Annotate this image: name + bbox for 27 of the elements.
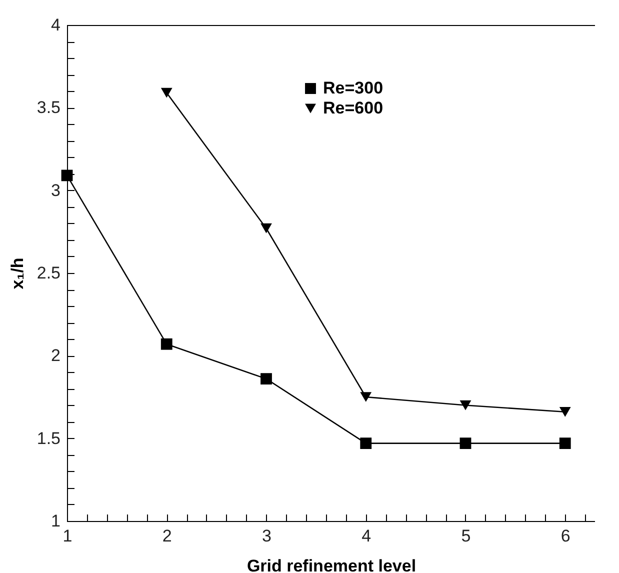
x-tick-label: 2 [162,526,172,546]
y-axis-title: x₁/h [8,258,27,290]
legend-label: Re=600 [323,98,384,118]
point [360,392,372,402]
x-tick-label: 6 [560,526,570,546]
x-axis-title: Grid refinement level [246,556,416,573]
x-tick-label: 4 [362,526,372,546]
point [460,400,472,410]
y-tick-label: 3 [51,180,60,200]
y-tick-label: 4 [51,16,60,34]
y-tick-label: 2 [51,346,60,366]
point [260,373,272,385]
point [160,338,172,350]
point [260,223,272,234]
y-tick-label: 1 [51,512,60,530]
y-tick-label: 1.5 [36,428,60,448]
point [559,438,571,449]
y-tick-label: 3.5 [36,98,60,118]
point [559,406,571,417]
legend-label: Re=300 [323,78,384,98]
x-tick-label: 1 [62,526,72,546]
point [460,438,472,449]
y-tick-label: 2.5 [36,264,60,282]
x-tick-label: 5 [461,526,471,546]
point [360,438,372,449]
x-tick-label: 3 [262,526,272,546]
point [160,88,172,98]
